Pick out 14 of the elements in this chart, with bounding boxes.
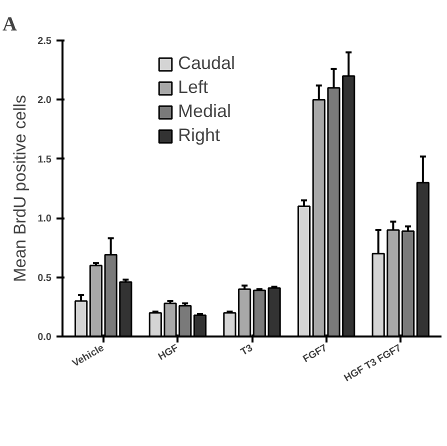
y-tick-label: 0.0 xyxy=(38,332,52,343)
y-tick-label: 2.5 xyxy=(38,36,52,47)
y-tick-label: 2.0 xyxy=(38,95,52,106)
legend-label: Left xyxy=(178,77,208,98)
legend-label: Right xyxy=(178,125,220,146)
legend-label: Caudal xyxy=(178,53,236,74)
y-tick-label: 1.0 xyxy=(38,214,52,225)
text: A xyxy=(2,14,18,36)
y-tick-label: 1.5 xyxy=(38,154,52,166)
x-tick-label: T3 xyxy=(239,342,256,358)
x-tick-label: HGF xyxy=(156,342,180,363)
legend-label: Medial xyxy=(178,101,232,122)
y-tick-label: 0.5 xyxy=(38,272,52,284)
y-axis-title: Mean BrdU positive cells xyxy=(10,94,30,282)
